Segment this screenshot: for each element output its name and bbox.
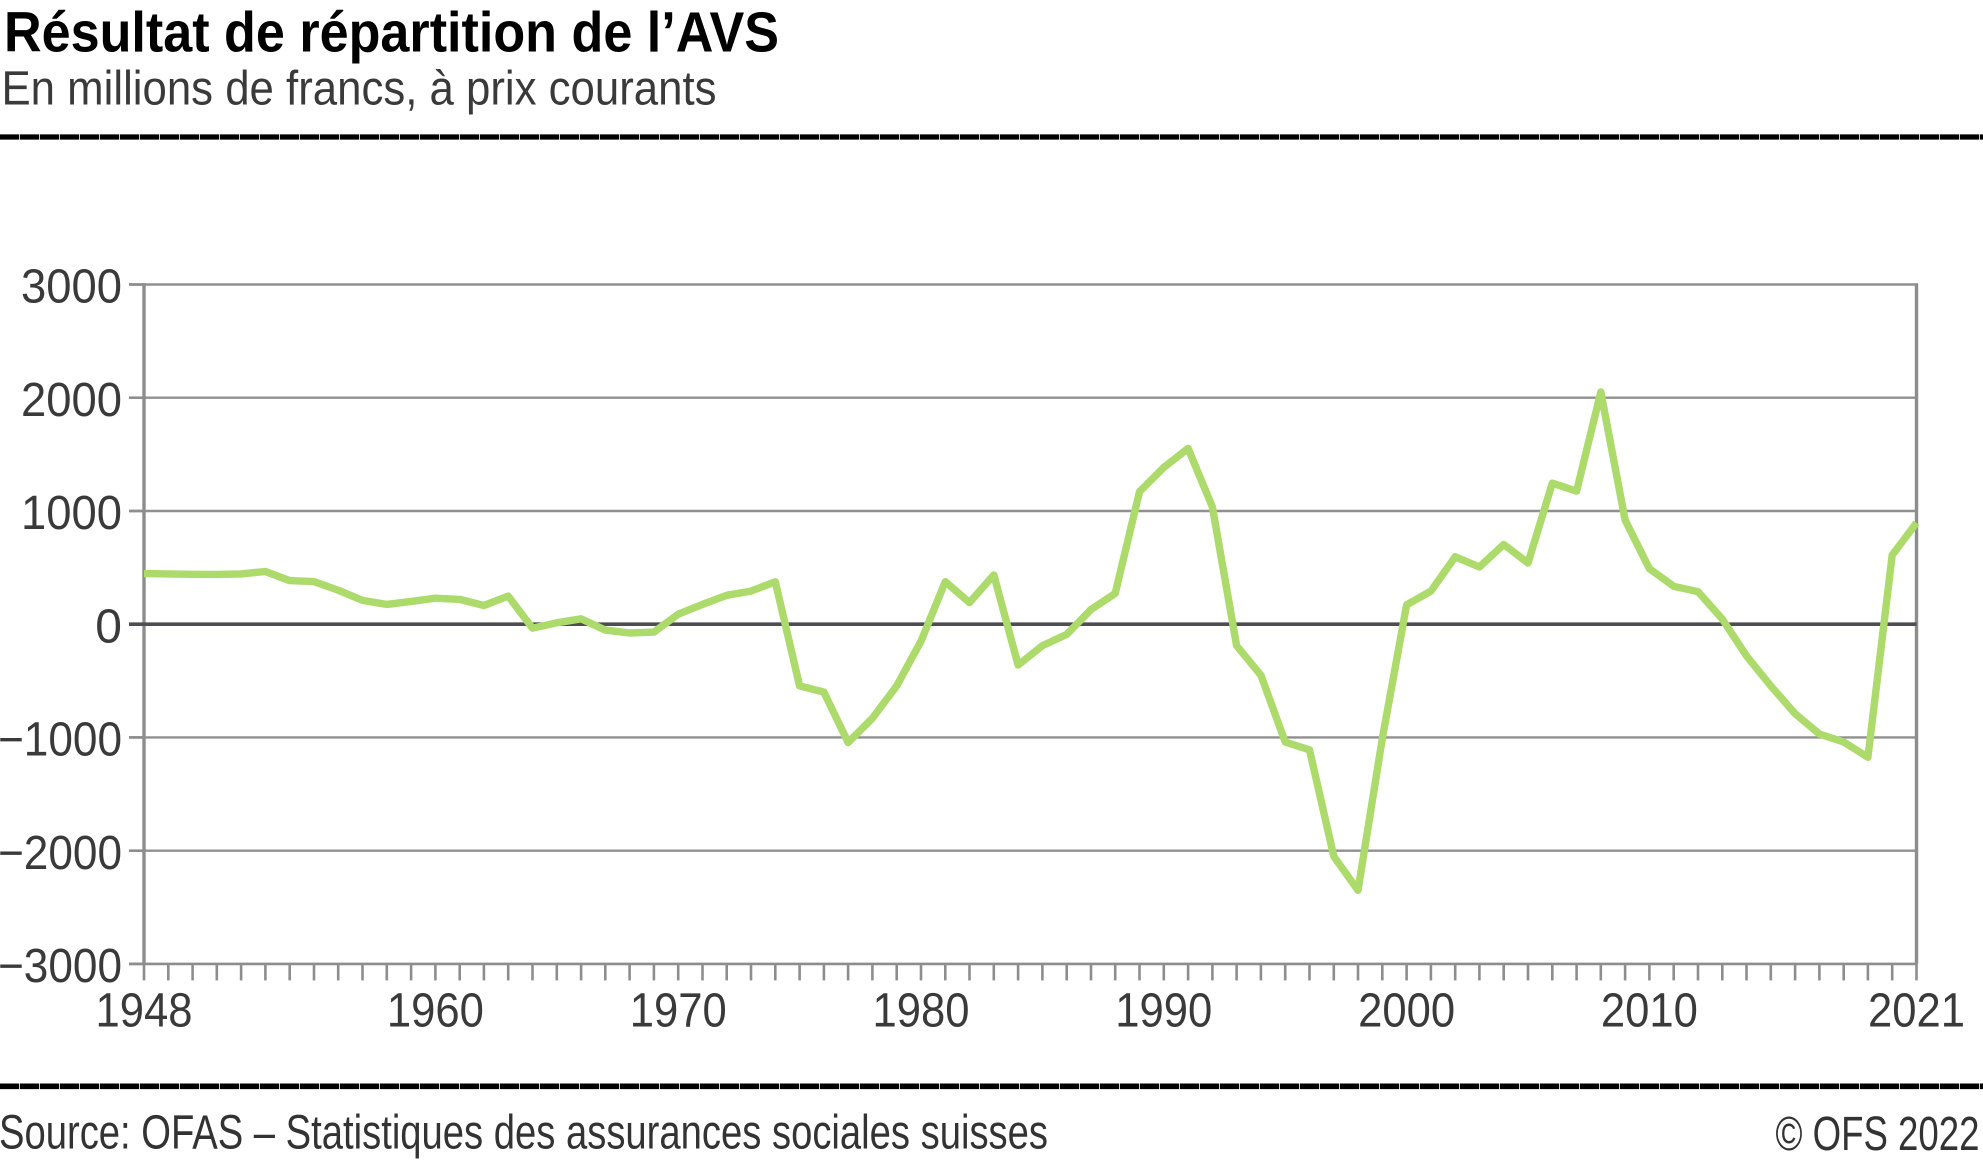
svg-text:−2000: −2000: [0, 827, 122, 880]
svg-text:Source: OFAS – Statistiques de: Source: OFAS – Statistiques des assuranc…: [0, 1107, 1048, 1160]
svg-text:1990: 1990: [1115, 985, 1212, 1038]
svg-text:2021: 2021: [1868, 985, 1965, 1038]
svg-text:−1000: −1000: [0, 714, 122, 767]
svg-text:© OFS 2022: © OFS 2022: [1776, 1108, 1980, 1161]
svg-text:3000: 3000: [21, 261, 122, 314]
svg-text:1000: 1000: [21, 487, 122, 540]
svg-text:1960: 1960: [387, 985, 484, 1038]
svg-text:1970: 1970: [630, 985, 727, 1038]
svg-text:1980: 1980: [873, 985, 970, 1038]
svg-text:2010: 2010: [1601, 985, 1698, 1038]
svg-text:1948: 1948: [96, 985, 193, 1038]
svg-text:2000: 2000: [21, 374, 122, 427]
svg-text:En millions de francs, à prix: En millions de francs, à prix courants: [2, 63, 717, 116]
svg-text:0: 0: [95, 600, 122, 653]
svg-text:−3000: −3000: [0, 940, 122, 993]
svg-text:2000: 2000: [1358, 985, 1455, 1038]
svg-text:Résultat de répartition de l’A: Résultat de répartition de l’AVS: [4, 1, 779, 65]
